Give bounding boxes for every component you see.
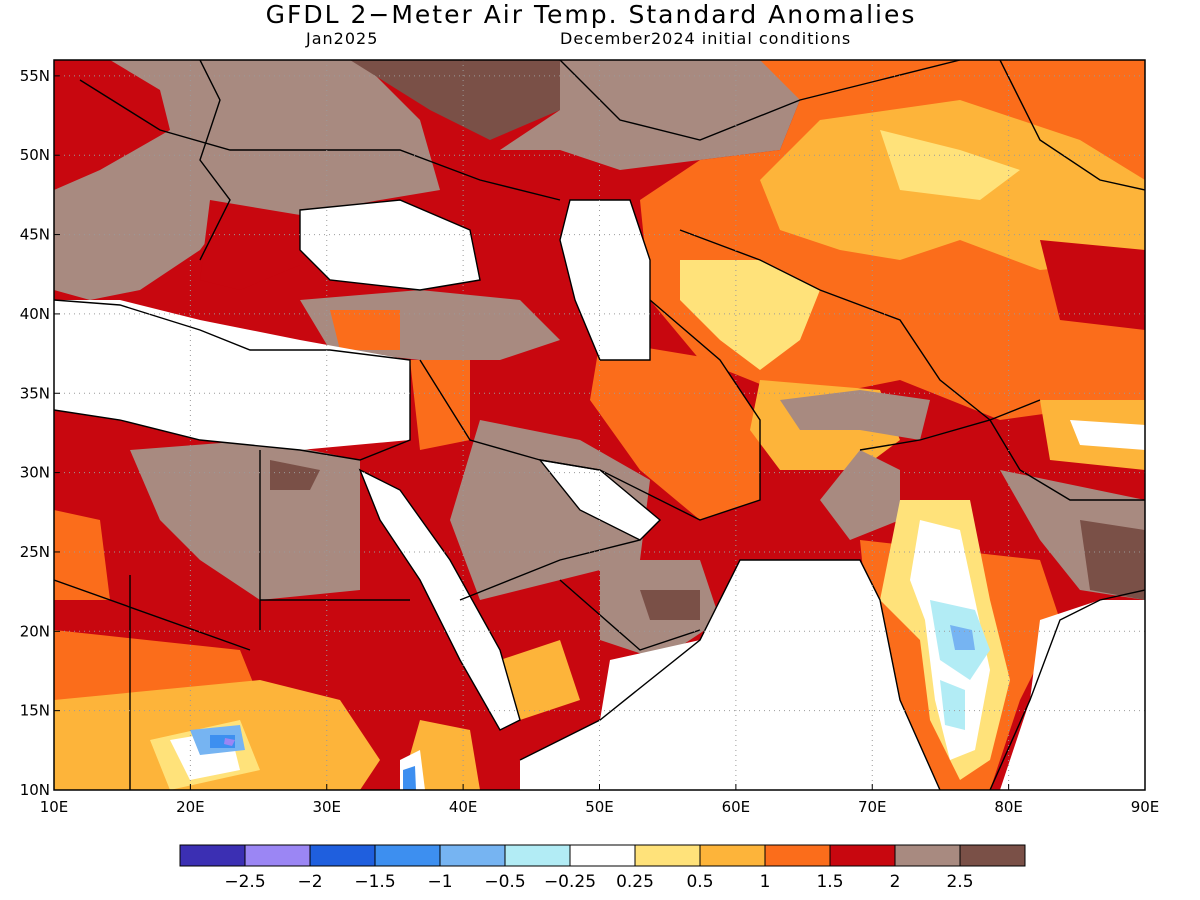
- region-russia: [350, 60, 590, 140]
- forecast-month: Jan2025: [306, 29, 379, 48]
- y-tick-label: 30N: [20, 464, 50, 482]
- y-tick-label: 35N: [20, 384, 50, 402]
- colorbar-label: 1: [760, 872, 771, 892]
- colorbar-swatch: [179, 844, 246, 867]
- colorbar-label: −1.5: [354, 872, 395, 892]
- colorbar-swatch: [829, 844, 896, 867]
- colorbar-swatch: [374, 844, 441, 867]
- chart-title: GFDL 2−Meter Air Temp. Standard Anomalie…: [265, 0, 917, 29]
- grid-lines: [54, 60, 1145, 790]
- x-tick-label: 60E: [722, 798, 751, 816]
- colorbar-swatch: [764, 844, 831, 867]
- y-tick-label: 40N: [20, 305, 50, 323]
- colorbar-swatch: [959, 844, 1026, 867]
- x-tick-label: 80E: [994, 798, 1023, 816]
- colorbar-label: −2.5: [224, 872, 265, 892]
- colorbar-label: −2: [297, 872, 322, 892]
- colorbar-swatch: [504, 844, 571, 867]
- y-axis: 10N 15N 20N 25N 30N 35N 40N 45N 50N 55N: [20, 67, 60, 799]
- anomaly-field: [54, 60, 1145, 790]
- colorbar-label: 2: [890, 872, 901, 892]
- x-tick-label: 50E: [585, 798, 614, 816]
- colorbar-label: 0.25: [616, 872, 654, 892]
- initial-conditions: December2024 initial conditions: [560, 29, 852, 48]
- colorbar-swatch: [309, 844, 376, 867]
- colorbar-label: 2.5: [946, 872, 973, 892]
- y-tick-label: 10N: [20, 781, 50, 799]
- x-axis: 10E 20E 30E 40E 50E 60E 70E 80E 90E: [40, 784, 1160, 816]
- sea-bengal: [1000, 600, 1145, 790]
- colorbar-label: 1.5: [816, 872, 843, 892]
- colorbar-swatch: [569, 844, 636, 867]
- sea-caspian: [560, 200, 650, 360]
- x-tick-label: 20E: [176, 798, 205, 816]
- sea-red: [360, 470, 520, 730]
- sea-mediterranean: [54, 300, 410, 450]
- colorbar: −2.5 −2 −1.5 −1 −0.5 −0.25 0.25 0.5 1 1.5 2 2.5: [179, 844, 1026, 892]
- colorbar-swatch: [894, 844, 961, 867]
- x-tick-label: 10E: [40, 798, 69, 816]
- y-tick-label: 20N: [20, 622, 50, 640]
- colorbar-swatch: [244, 844, 311, 867]
- colorbar-swatch: [439, 844, 506, 867]
- colorbar-label: −0.5: [484, 872, 525, 892]
- colorbar-swatch: [699, 844, 766, 867]
- colorbar-label: 0.5: [686, 872, 713, 892]
- x-tick-label: 90E: [1131, 798, 1160, 816]
- colorbar-label: −1: [427, 872, 452, 892]
- x-tick-label: 40E: [449, 798, 478, 816]
- colorbar-swatch: [634, 844, 701, 867]
- borders: [54, 60, 1145, 790]
- y-tick-label: 50N: [20, 146, 50, 164]
- x-tick-label: 70E: [858, 798, 887, 816]
- sea-black: [300, 200, 480, 290]
- y-tick-label: 15N: [20, 702, 50, 720]
- sea-arabian: [520, 560, 940, 790]
- y-tick-label: 55N: [20, 67, 50, 85]
- x-tick-label: 30E: [312, 798, 341, 816]
- colorbar-label: −0.25: [544, 872, 596, 892]
- region-iran: [590, 340, 760, 520]
- y-tick-label: 25N: [20, 543, 50, 561]
- y-tick-label: 45N: [20, 226, 50, 244]
